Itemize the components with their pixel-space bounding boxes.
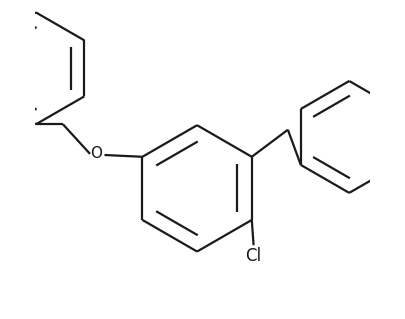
Text: O: O	[91, 146, 102, 161]
Text: Cl: Cl	[245, 247, 262, 265]
